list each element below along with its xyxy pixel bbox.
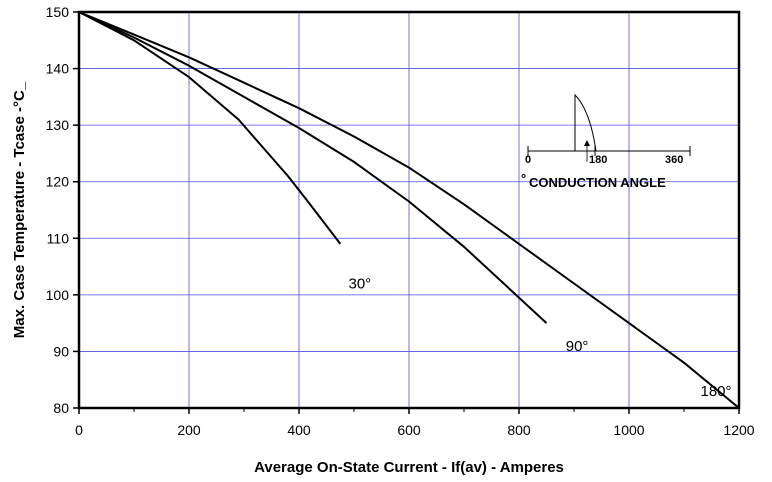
series-label-2: 180° xyxy=(701,383,732,400)
x-tick-label: 400 xyxy=(287,422,311,438)
y-tick-label: 90 xyxy=(53,343,69,359)
series-labels: 30° 90° 180° xyxy=(349,276,732,400)
y-tick-label: 130 xyxy=(46,117,70,133)
series-line-2 xyxy=(78,11,740,409)
y-tick-label: 110 xyxy=(47,230,70,246)
inset-title: CONDUCTION ANGLE xyxy=(529,175,666,190)
x-tick-label: 800 xyxy=(507,422,531,438)
series xyxy=(78,11,740,409)
y-tick-label: 100 xyxy=(46,287,70,303)
series-label-1: 90° xyxy=(566,338,589,355)
series-line-0 xyxy=(78,11,342,245)
series-line-1 xyxy=(78,11,548,324)
grid xyxy=(79,12,739,408)
inset-label-0: 0 xyxy=(525,154,531,166)
x-tick-label: 1200 xyxy=(723,422,754,438)
inset-label-360: 360 xyxy=(665,154,683,166)
x-tick-label: 200 xyxy=(177,422,201,438)
x-tick-label: 0 xyxy=(75,422,83,438)
x-axis-title: Average On-State Current - If(av) - Ampe… xyxy=(254,459,564,476)
conduction-angle-inset: 0 180 360 ° CONDUCTION ANGLE xyxy=(521,93,691,190)
x-tick-label: 600 xyxy=(397,422,421,438)
inset-degree-mark: ° xyxy=(521,171,526,186)
inset-label-180: 180 xyxy=(589,154,607,166)
y-tick-label: 140 xyxy=(46,61,70,77)
x-tick-label: 1000 xyxy=(613,422,644,438)
inset-arrow-head xyxy=(584,140,590,146)
y-tick-label: 120 xyxy=(46,174,70,190)
y-axis-title: Max. Case Temperature - Tcase -°C_ xyxy=(11,81,28,338)
inset-waveform xyxy=(574,93,597,152)
y-tick-label: 150 xyxy=(46,4,70,20)
y-tick-label: 80 xyxy=(53,400,69,416)
series-label-0: 30° xyxy=(349,276,372,293)
ticks: 0 200 400 600 800 1000 1200 80 90 100 110 120 130 140… xyxy=(46,4,755,438)
